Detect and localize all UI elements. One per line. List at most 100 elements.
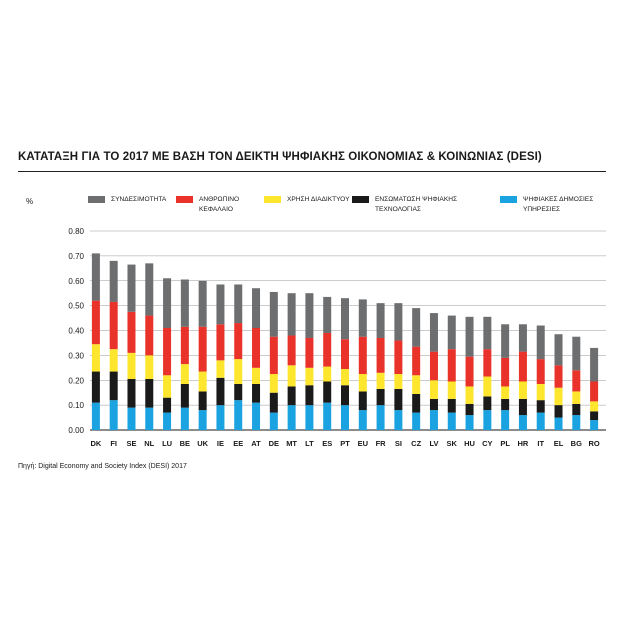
bar-segment-fi-4 — [109, 260, 118, 302]
bar-segment-de-4 — [269, 291, 278, 337]
bar-segment-se-1 — [127, 379, 136, 408]
bar-segment-at-2 — [252, 367, 261, 384]
bar-segment-mt-0 — [287, 405, 296, 430]
bar-segment-pt-2 — [341, 369, 349, 386]
bar-segment-hu-2 — [465, 386, 474, 404]
bar-segment-bg-4 — [572, 336, 581, 371]
bar-segment-pl-3 — [501, 357, 510, 387]
legend-item-public-services: ΨΗΦΙΑΚΕΣ ΔΗΜΟΣΙΕΣ ΥΠΗΡΕΣΙΕΣ — [500, 195, 599, 215]
bar-segment-eu-4 — [358, 299, 367, 337]
bar-segment-ro-2 — [590, 401, 599, 412]
bar-segment-sk-4 — [447, 315, 456, 350]
bar-segment-hr-3 — [518, 351, 527, 382]
bar-segment-el-2 — [554, 387, 563, 406]
bar-segment-at-3 — [252, 328, 261, 368]
bar-segment-ee-1 — [234, 383, 243, 401]
legend-label-public-services: ΨΗΦΙΑΚΕΣ ΔΗΜΟΣΙΕΣ ΥΠΗΡΕΣΙΕΣ — [523, 196, 594, 213]
bar-segment-si-2 — [394, 374, 403, 389]
bar-segment-hu-4 — [465, 316, 474, 357]
bar-segment-ie-4 — [216, 284, 225, 325]
bar-segment-lu-1 — [163, 397, 172, 413]
bar-segment-uk-1 — [198, 391, 207, 411]
legend-swatch-digital-tech — [352, 196, 369, 203]
bar-segment-si-1 — [394, 388, 403, 411]
x-tick-label: RO — [588, 439, 599, 448]
x-tick-label: PT — [340, 439, 350, 448]
chart-title: ΚΑΤΑΤΑΞΗ ΓΙΑ ΤΟ 2017 ΜΕ ΒΑΣΗ ΤΟΝ ΔΕΙΚΤΗ … — [18, 151, 542, 163]
bar-segment-mt-1 — [287, 386, 296, 406]
bar-segment-bg-0 — [572, 415, 581, 430]
bar-segment-cz-3 — [412, 346, 421, 376]
bar-segment-cz-4 — [412, 308, 421, 347]
bar-segment-pt-3 — [341, 339, 349, 370]
bar-segment-nl-0 — [145, 407, 154, 430]
bar-segment-lu-0 — [163, 412, 172, 430]
bar-segment-ro-3 — [590, 381, 599, 402]
legend-label-internet-use: ΧΡΗΣΗ ΔΙΑΔΙΚΤΥΟΥ — [287, 196, 350, 203]
bar-segment-at-0 — [252, 402, 261, 430]
source-note: Πηγή: Digital Economy and Society Index … — [18, 463, 187, 470]
x-tick-label: UK — [197, 439, 208, 448]
x-tick-label: IT — [537, 439, 544, 448]
bar-segment-hr-4 — [518, 324, 527, 352]
bar-segment-ro-1 — [590, 411, 599, 421]
bar-segment-be-4 — [180, 279, 189, 327]
y-tick-label: 0.10 — [68, 401, 84, 410]
bar-segment-pl-4 — [501, 324, 510, 358]
legend-label-connectivity: ΣΥΝΔΕΣΙΜΟΤΗΤΑ — [111, 196, 167, 203]
bar-segment-cz-2 — [412, 375, 421, 394]
bar-segment-it-0 — [536, 412, 545, 430]
bar-segment-nl-4 — [145, 263, 154, 316]
bar-segment-es-0 — [323, 402, 332, 430]
x-tick-label: HR — [518, 439, 529, 448]
bar-segment-lu-2 — [163, 375, 172, 398]
bar-segment-cy-4 — [483, 316, 492, 350]
bar-segment-mt-3 — [287, 335, 296, 366]
x-tick-label: ES — [322, 439, 332, 448]
x-tick-label: FR — [376, 439, 387, 448]
bar-segment-ie-0 — [216, 405, 225, 430]
bar-segment-hr-0 — [518, 415, 527, 430]
bar-segment-ie-3 — [216, 324, 225, 361]
bar-segment-ie-1 — [216, 377, 225, 406]
bar-segment-lt-2 — [305, 367, 314, 386]
x-tick-label: BG — [571, 439, 582, 448]
legend-label-digital-tech: ΕΝΣΩΜΑΤΩΣΗ ΨΗΦΙΑΚΗΣ ΤΕΧΝΟΛΟΓΙΑΣ — [375, 196, 458, 213]
bar-segment-lv-0 — [429, 410, 438, 430]
x-tick-label: DK — [90, 439, 101, 448]
bar-segment-sk-0 — [447, 412, 456, 430]
bar-segment-be-3 — [180, 326, 189, 365]
bar-segment-si-3 — [394, 340, 403, 375]
y-tick-label: 0.20 — [68, 376, 84, 385]
bar-segment-hu-0 — [465, 415, 474, 430]
bar-segment-fr-4 — [376, 303, 385, 338]
bar-segment-ee-4 — [234, 284, 243, 324]
x-tick-label: EL — [554, 439, 564, 448]
bar-segment-uk-3 — [198, 326, 207, 372]
bar-segment-pt-4 — [341, 298, 349, 340]
bar-segment-hr-1 — [518, 398, 527, 416]
bar-segment-ee-0 — [234, 400, 243, 430]
legend-item-internet-use: ΧΡΗΣΗ ΔΙΑΔΙΚΤΥΟΥ — [264, 195, 367, 205]
bar-segment-se-3 — [127, 311, 136, 353]
x-tick-label: LU — [162, 439, 172, 448]
bar-segment-uk-2 — [198, 371, 207, 392]
legend-swatch-human-capital — [176, 196, 193, 203]
bar-segment-mt-2 — [287, 365, 296, 387]
bar-segment-be-0 — [180, 407, 189, 430]
x-tick-label: SI — [395, 439, 402, 448]
bar-segment-eu-3 — [358, 336, 367, 375]
bar-segment-pt-1 — [341, 385, 349, 406]
x-tick-label: LT — [305, 439, 314, 448]
bar-segment-lv-1 — [429, 398, 438, 411]
bar-segment-fr-1 — [376, 388, 385, 406]
x-tick-label: SE — [126, 439, 136, 448]
legend-swatch-public-services — [500, 196, 517, 203]
legend-swatch-connectivity — [88, 196, 105, 203]
bar-segment-lv-2 — [429, 380, 438, 399]
x-tick-label: EU — [358, 439, 368, 448]
bar-segment-it-1 — [536, 400, 545, 413]
bar-segment-sk-2 — [447, 381, 456, 399]
x-tick-label: EE — [233, 439, 243, 448]
y-tick-label: 0.70 — [68, 252, 84, 261]
